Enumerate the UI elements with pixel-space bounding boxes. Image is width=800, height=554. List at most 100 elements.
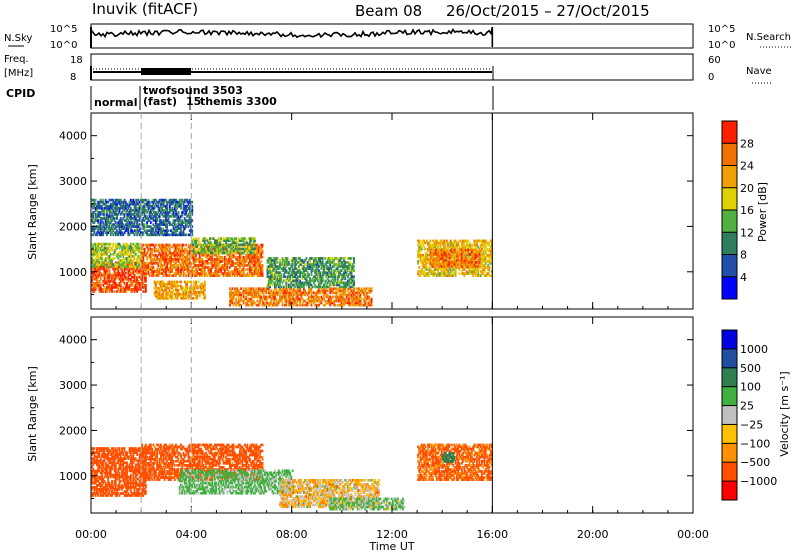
data-cell [112, 280, 115, 283]
data-cell [182, 294, 185, 298]
data-cell [274, 291, 276, 295]
data-cell [461, 270, 463, 273]
data-cell [448, 272, 451, 275]
n-sky-label: N.Sky [4, 33, 32, 44]
data-cell [279, 299, 281, 303]
data-cell [356, 297, 359, 301]
data-cell [231, 241, 234, 245]
data-cell [167, 290, 170, 294]
data-cell [285, 299, 288, 303]
data-cell [294, 289, 297, 293]
data-cell [364, 303, 367, 307]
data-cell [255, 253, 258, 257]
data-cell [355, 295, 358, 299]
data-cell [94, 244, 97, 248]
data-cell [351, 275, 354, 279]
data-cell [271, 265, 274, 268]
data-cell [299, 273, 302, 277]
data-cell [437, 255, 440, 258]
data-cell [176, 255, 179, 259]
data-cell [479, 262, 482, 265]
data-cell [354, 299, 357, 303]
data-cell [326, 293, 329, 297]
data-cell [335, 299, 338, 303]
data-cell [329, 257, 332, 260]
data-cell [334, 263, 337, 266]
data-cell [323, 269, 325, 272]
data-cell [103, 215, 106, 218]
data-cell [231, 262, 234, 265]
data-cell [457, 257, 460, 260]
data-cell [112, 204, 115, 208]
data-cell [351, 299, 354, 303]
data-cell [94, 263, 97, 266]
data-cell [93, 211, 96, 214]
data-cell [439, 272, 442, 275]
data-cell [188, 251, 191, 255]
data-cell [459, 263, 462, 266]
data-cell [183, 255, 186, 259]
data-cell [92, 286, 95, 289]
data-cell [417, 251, 419, 255]
data-cell [242, 243, 245, 247]
data-cell [108, 269, 111, 273]
data-cell [336, 279, 339, 283]
data-cell [440, 268, 443, 271]
data-cell [122, 233, 125, 237]
data-cell [187, 270, 190, 273]
data-cell [271, 303, 274, 307]
data-cell [488, 255, 491, 259]
data-cell [358, 297, 360, 301]
data-cell [107, 219, 110, 222]
data-cell [296, 281, 299, 285]
data-cell [452, 263, 455, 266]
data-cell [165, 270, 167, 273]
data-cell [129, 261, 132, 264]
data-cell [272, 289, 275, 293]
data-cell [97, 275, 100, 279]
data-cell [245, 247, 248, 251]
data-cell [442, 261, 445, 264]
data-cell [309, 279, 312, 283]
data-cell [102, 280, 105, 283]
data-cell [311, 291, 314, 295]
data-cell [234, 287, 236, 291]
data-cell [136, 215, 139, 218]
data-cell [166, 266, 169, 269]
data-cell [368, 287, 371, 291]
data-cell [203, 262, 206, 265]
data-cell [137, 288, 140, 291]
data-cell [97, 257, 100, 260]
data-cell [264, 295, 266, 299]
data-cell [138, 288, 141, 291]
data-cell [220, 245, 223, 249]
data-cell [239, 247, 241, 251]
data-cell [452, 274, 455, 277]
data-cell [339, 257, 342, 260]
data-cell [331, 295, 334, 299]
data-cell [435, 239, 438, 243]
data-cell [106, 225, 108, 228]
data-cell [99, 248, 102, 252]
data-cell [462, 250, 465, 254]
data-cell [207, 251, 210, 255]
data-cell [274, 287, 276, 291]
data-cell [250, 262, 253, 265]
data-cell [443, 247, 446, 251]
data-cell [280, 289, 283, 293]
data-cell [107, 284, 110, 287]
data-cell [107, 265, 110, 269]
data-cell [314, 259, 317, 262]
data-cell [464, 239, 467, 243]
data-cell [249, 243, 251, 247]
data-cell [348, 265, 350, 268]
data-cell [232, 243, 235, 247]
data-cell [309, 287, 312, 291]
data-cell [255, 272, 258, 275]
data-cell [483, 268, 486, 271]
data-cell [239, 303, 241, 307]
data-cell [321, 267, 324, 270]
data-cell [488, 274, 491, 277]
data-cell [252, 237, 255, 240]
data-cell [279, 277, 281, 281]
